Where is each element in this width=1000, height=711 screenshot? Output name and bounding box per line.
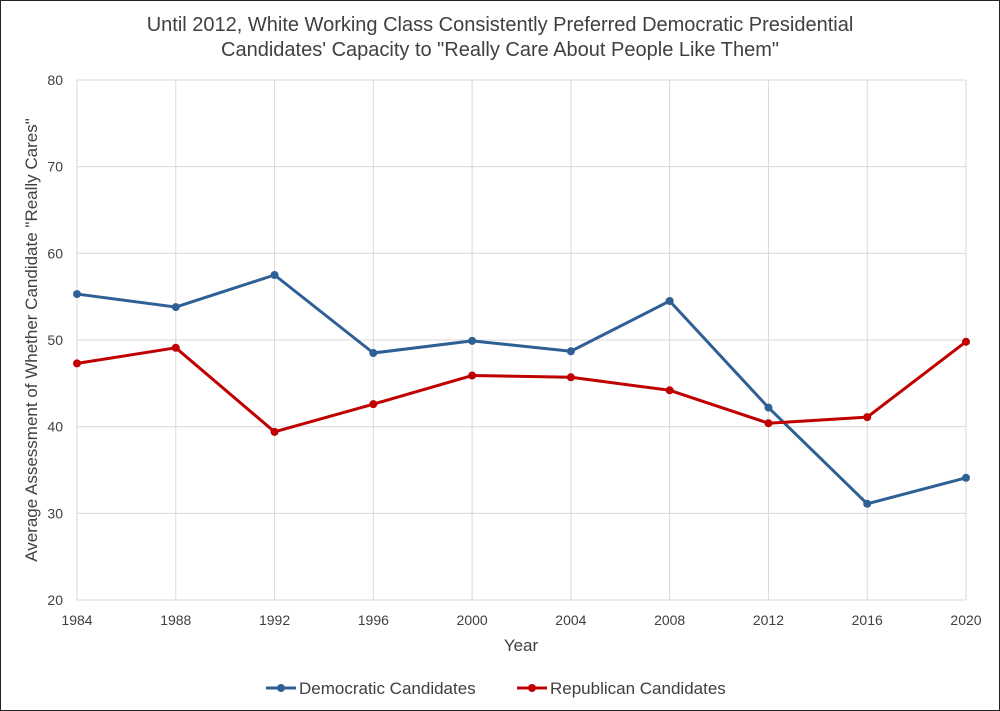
x-axis-title: Year [504, 636, 539, 655]
x-tick-label: 2012 [753, 612, 784, 628]
data-point [764, 419, 773, 428]
gridlines [76, 79, 967, 601]
data-point [566, 347, 575, 356]
data-point [468, 371, 477, 380]
data-point [962, 473, 970, 482]
data-point [73, 290, 81, 299]
x-tick-label: 2020 [950, 612, 981, 628]
data-point [468, 336, 477, 345]
data-point [962, 337, 970, 346]
legend: Democratic Candidates Republican Candidat… [266, 679, 726, 698]
y-tick-labels: 20 30 40 50 60 70 80 [47, 72, 63, 608]
data-point [171, 343, 180, 352]
y-tick-label: 80 [47, 72, 63, 88]
data-point [665, 297, 674, 305]
x-tick-label: 2016 [852, 612, 883, 628]
data-point [369, 349, 378, 357]
data-point [863, 413, 872, 422]
y-axis-title: Average Assessment of Whether Candidate … [22, 118, 41, 562]
data-point [764, 403, 773, 412]
chart-title-line-1: Until 2012, White Working Class Consiste… [147, 14, 854, 36]
x-tick-labels: 1984 1988 1992 1996 2000 2004 2008 2012 2016 2020 [61, 612, 981, 628]
x-tick-label: 1996 [358, 612, 389, 628]
legend-marker [528, 684, 536, 692]
y-tick-label: 20 [47, 592, 63, 608]
y-tick-label: 50 [47, 332, 63, 348]
data-point [270, 427, 279, 436]
series-line-0 [76, 273, 967, 506]
legend-label: Republican Candidates [550, 679, 726, 698]
y-tick-label: 40 [47, 419, 63, 435]
y-tick-label: 70 [47, 159, 63, 175]
data-point [369, 400, 378, 409]
data-point [863, 499, 872, 508]
y-tick-label: 30 [47, 505, 63, 521]
x-tick-label: 1984 [61, 612, 92, 628]
legend-marker [277, 684, 285, 692]
x-tick-label: 2000 [457, 612, 488, 628]
series-lines [76, 273, 967, 506]
y-tick-label: 60 [47, 245, 63, 261]
x-tick-label: 1988 [160, 612, 191, 628]
data-point [665, 386, 674, 395]
x-tick-label: 1992 [259, 612, 290, 628]
chart-title-line-2: Candidates' Capacity to "Really Care Abo… [221, 39, 779, 61]
x-tick-label: 2004 [555, 612, 586, 628]
legend-label: Democratic Candidates [299, 679, 476, 698]
series-line-1 [76, 340, 967, 434]
data-point [171, 303, 180, 312]
data-point [566, 373, 575, 382]
x-tick-label: 2008 [654, 612, 685, 628]
data-point [73, 359, 81, 368]
data-point [270, 271, 279, 279]
series-points [73, 271, 970, 508]
